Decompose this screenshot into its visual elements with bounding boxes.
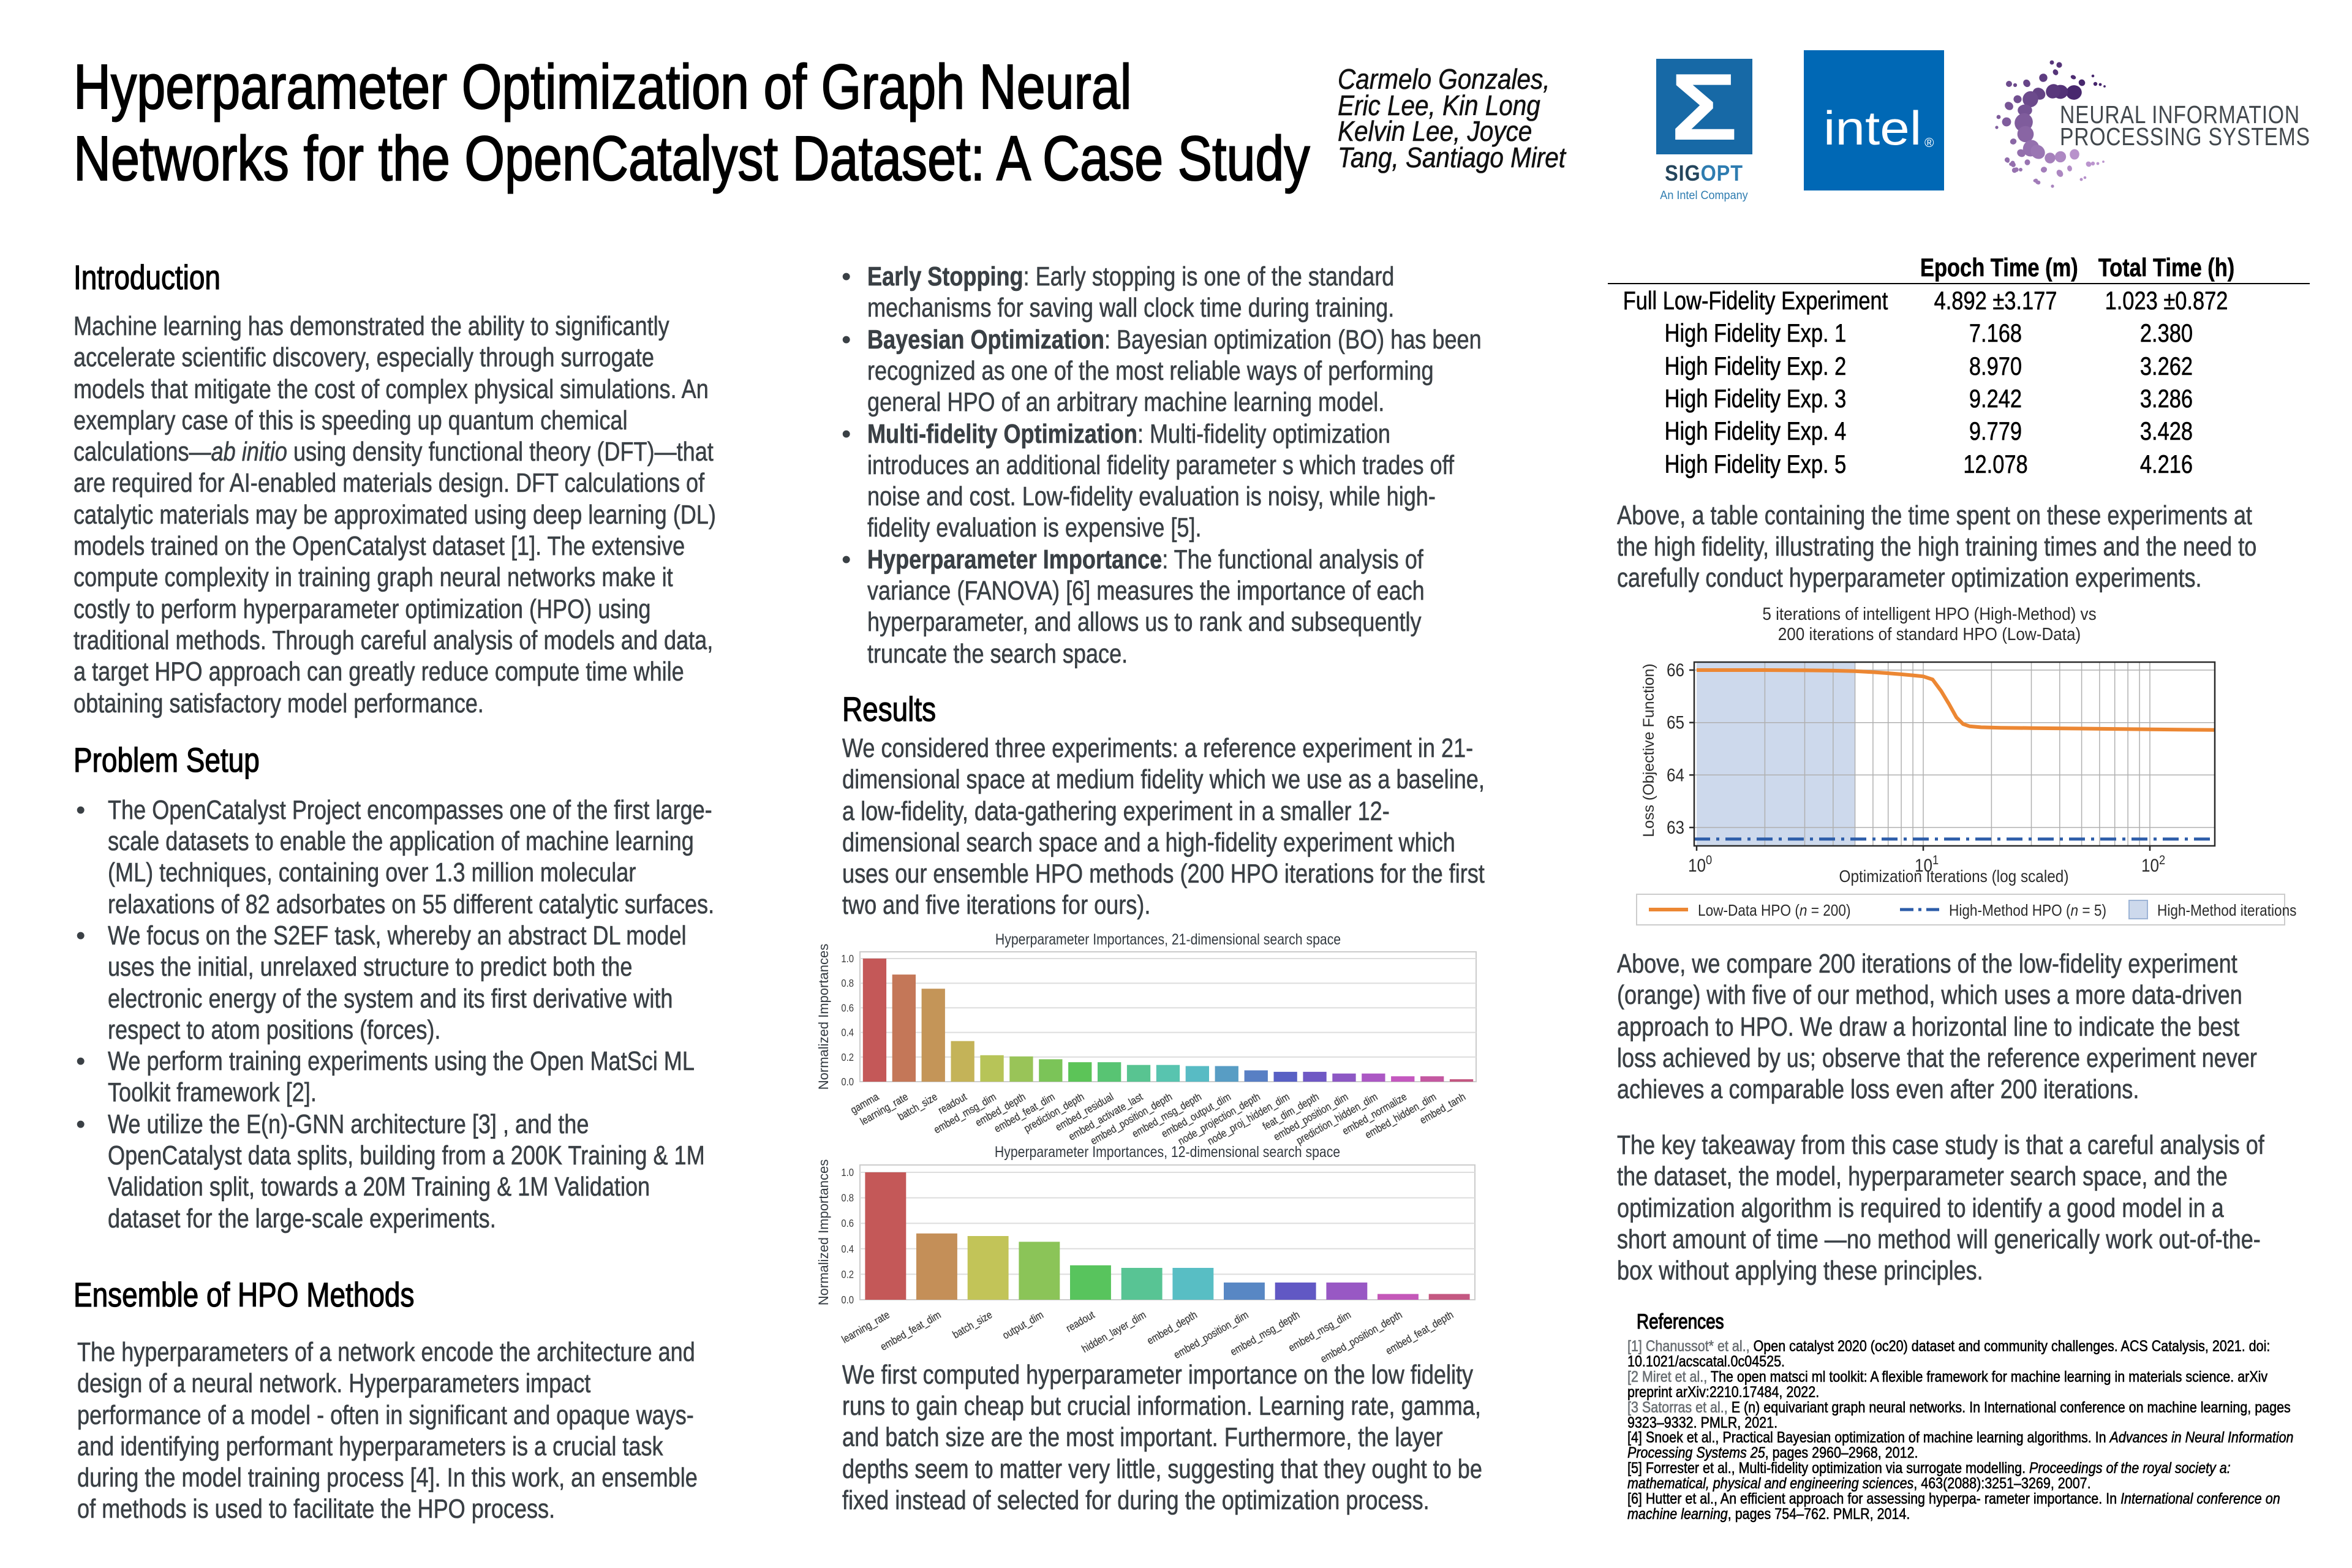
svg-text:0.4: 0.4	[841, 1027, 854, 1039]
svg-text:200 iterations of standard HPO: 200 iterations of standard HPO (Low-Data…	[1778, 624, 2081, 644]
svg-text:0.2: 0.2	[841, 1268, 854, 1280]
svg-text:Optimization Iterations (log s: Optimization Iterations (log scaled)	[1839, 866, 2069, 886]
svg-text:0.8: 0.8	[841, 1193, 854, 1204]
svg-text:PROCESSING SYSTEMS: PROCESSING SYSTEMS	[2060, 123, 2310, 151]
svg-text:0.8: 0.8	[841, 978, 854, 989]
svg-text:64: 64	[1667, 765, 1684, 785]
svg-text:High-Method HPO (n = 5): High-Method HPO (n = 5)	[1949, 902, 2106, 920]
svg-text:66: 66	[1667, 660, 1684, 680]
svg-text:Σ: Σ	[1670, 54, 1738, 160]
svg-text:100: 100	[1688, 853, 1712, 876]
svg-text:SIGOPT: SIGOPT	[1665, 161, 1743, 186]
svg-text:NEURAL INFORMATION: NEURAL INFORMATION	[2060, 100, 2300, 129]
svg-text:intel: intel	[1823, 101, 1921, 155]
svg-text:0.4: 0.4	[841, 1243, 854, 1255]
svg-text:0.0: 0.0	[841, 1294, 854, 1306]
svg-text:output_dim: output_dim	[1001, 1309, 1046, 1342]
svg-text:0.6: 0.6	[841, 1218, 854, 1229]
svg-text:Hyperparameter Importances, 12: Hyperparameter Importances, 12-dimension…	[995, 1143, 1340, 1160]
svg-text:1.0: 1.0	[841, 1167, 854, 1178]
svg-text:5 iterations of intelligent HP: 5 iterations of intelligent HPO (High-Me…	[1762, 604, 2096, 624]
svg-text:Normalized Importances: Normalized Importances	[816, 1159, 831, 1305]
svg-text:0.2: 0.2	[841, 1052, 854, 1063]
svg-text:Loss (Objective Function): Loss (Objective Function)	[1640, 663, 1657, 837]
svg-text:63: 63	[1667, 817, 1684, 837]
svg-text:0.6: 0.6	[841, 1002, 854, 1014]
svg-text:Normalized Importances: Normalized Importances	[816, 944, 831, 1090]
svg-text:®: ®	[1924, 136, 1934, 150]
svg-text:High-Method iterations: High-Method iterations	[2157, 902, 2296, 920]
svg-text:65: 65	[1667, 712, 1684, 733]
svg-text:batch_size: batch_size	[951, 1309, 994, 1341]
svg-text:An Intel Company: An Intel Company	[1660, 189, 1748, 202]
svg-text:Low-Data HPO (n = 200): Low-Data HPO (n = 200)	[1698, 902, 1850, 920]
svg-text:0.0: 0.0	[841, 1076, 854, 1088]
svg-text:Hyperparameter Importances, 21: Hyperparameter Importances, 21-dimension…	[995, 930, 1341, 948]
svg-text:102: 102	[2141, 853, 2165, 876]
svg-text:1.0: 1.0	[841, 953, 854, 965]
svg-text:readout: readout	[1064, 1309, 1097, 1335]
